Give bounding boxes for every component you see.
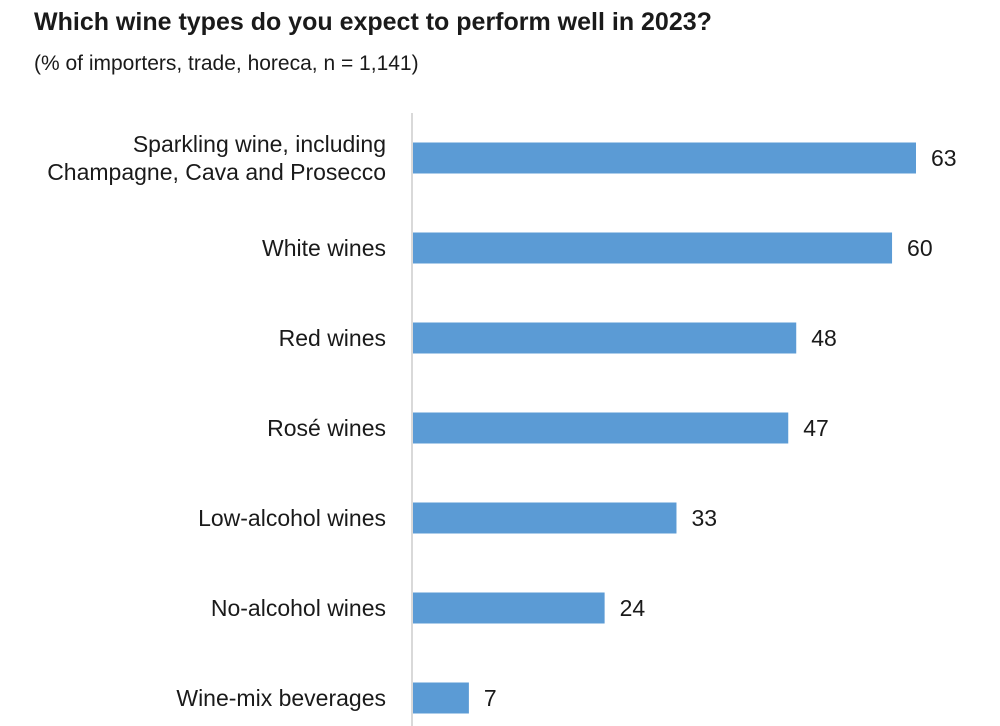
bar — [413, 322, 797, 354]
category-label: Wine-mix beverages — [176, 685, 386, 711]
category-label-line: White wines — [262, 235, 386, 261]
category-label-line: Champagne, Cava and Prosecco — [47, 159, 386, 185]
data-label: 33 — [691, 505, 717, 531]
data-label: 7 — [484, 685, 497, 711]
category-label-line: Rosé wines — [267, 415, 386, 441]
bar — [413, 412, 789, 444]
bar — [413, 682, 469, 714]
bar — [413, 592, 605, 624]
data-label: 60 — [907, 235, 933, 261]
data-label: 48 — [811, 325, 837, 351]
category-label: Red wines — [279, 325, 386, 351]
category-label-line: Wine-mix beverages — [176, 685, 386, 711]
chart-subtitle: (% of importers, trade, horeca, n = 1,14… — [34, 52, 419, 75]
bars-layer — [413, 142, 916, 714]
bar — [413, 142, 916, 174]
category-label-line: No-alcohol wines — [211, 595, 386, 621]
bar — [413, 502, 677, 534]
category-label: Low-alcohol wines — [198, 505, 386, 531]
data-label: 24 — [620, 595, 646, 621]
data-label: 47 — [803, 415, 829, 441]
category-label: No-alcohol wines — [211, 595, 386, 621]
data-label: 63 — [931, 145, 957, 171]
category-label: Rosé wines — [267, 415, 386, 441]
bar — [413, 232, 893, 264]
category-label-line: Red wines — [279, 325, 386, 351]
category-label: White wines — [262, 235, 386, 261]
category-label-line: Sparkling wine, including — [133, 131, 386, 157]
category-label-line: Low-alcohol wines — [198, 505, 386, 531]
chart-title: Which wine types do you expect to perfor… — [34, 8, 712, 36]
